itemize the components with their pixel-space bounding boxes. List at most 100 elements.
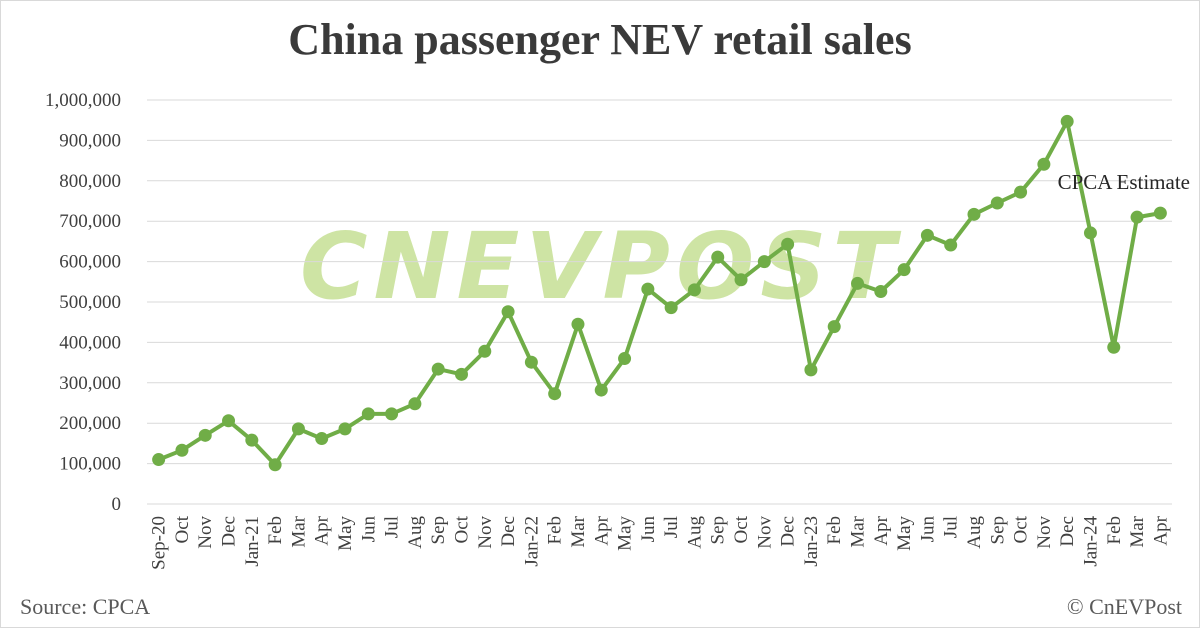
x-tick-label: Oct	[451, 515, 472, 543]
y-tick-label: 200,000	[59, 413, 121, 434]
data-point	[385, 407, 399, 421]
x-tick-label: Sep-20	[149, 516, 170, 570]
x-tick-label: Aug	[405, 516, 426, 549]
data-point	[152, 453, 166, 467]
x-tick-label: Mar	[288, 515, 309, 547]
gridlines	[147, 99, 1172, 505]
data-point	[571, 317, 585, 331]
data-point	[198, 428, 212, 442]
x-tick-label: Nov	[195, 516, 216, 549]
y-tick-label: 600,000	[59, 252, 121, 273]
x-tick-label: Apr	[591, 515, 612, 545]
data-point	[268, 458, 282, 472]
data-point	[454, 367, 468, 381]
x-tick-label: Mar	[568, 515, 589, 547]
x-tick-label: Sep	[708, 516, 729, 545]
x-tick-label: May	[894, 516, 915, 551]
data-point	[711, 250, 725, 264]
x-tick-label: Jun	[638, 516, 659, 543]
data-point	[1037, 157, 1051, 171]
x-tick-label: Oct	[172, 515, 193, 543]
x-tick-label: Oct	[1011, 515, 1032, 543]
data-point	[827, 320, 841, 334]
x-tick-label: Jun	[917, 516, 938, 543]
data-point	[618, 352, 632, 366]
data-points	[152, 114, 1167, 472]
x-tick-label: Apr	[871, 515, 892, 545]
x-tick-label: Feb	[824, 516, 845, 545]
x-tick-label: Jan-23	[801, 516, 822, 567]
data-point	[361, 407, 375, 421]
data-point	[338, 422, 352, 436]
x-tick-label: Nov	[1034, 516, 1055, 549]
data-point	[1130, 210, 1144, 224]
data-point	[920, 228, 934, 242]
y-tick-label: 0	[112, 494, 122, 515]
y-tick-label: 1,000,000	[45, 90, 121, 111]
x-tick-label: Dec	[498, 516, 519, 547]
data-point	[757, 255, 771, 269]
data-point	[548, 387, 562, 401]
data-point	[734, 273, 748, 287]
data-point	[664, 301, 678, 315]
cpca-estimate-annotation: CPCA Estimate	[1058, 170, 1190, 194]
y-tick-label: 700,000	[59, 211, 121, 232]
chart-title: China passenger NEV retail sales	[288, 15, 912, 64]
x-tick-label: Nov	[475, 516, 496, 549]
data-point	[222, 414, 236, 428]
x-tick-label: Feb	[265, 516, 286, 545]
x-tick-label: Apr	[1150, 515, 1171, 545]
data-point	[315, 432, 329, 446]
x-tick-label: Feb	[545, 516, 566, 545]
x-tick-label: Aug	[964, 516, 985, 549]
data-point	[431, 362, 445, 376]
data-point	[1107, 340, 1121, 354]
data-point	[501, 305, 515, 319]
x-tick-label: Sep	[428, 516, 449, 545]
x-tick-label: Dec	[778, 516, 799, 547]
data-point	[524, 355, 538, 369]
data-point	[967, 207, 981, 221]
data-point	[1153, 206, 1167, 220]
x-tick-label: May	[335, 516, 356, 551]
x-tick-label: Jul	[661, 516, 682, 538]
x-tick-label: May	[615, 516, 636, 551]
data-point	[990, 196, 1004, 210]
x-tick-label: Jan-22	[521, 516, 542, 567]
data-point	[408, 397, 422, 411]
y-tick-label: 300,000	[59, 373, 121, 394]
x-tick-label: Dec	[219, 516, 240, 547]
y-tick-label: 400,000	[59, 332, 121, 353]
data-point	[594, 383, 608, 397]
source-note: Source: CPCA	[20, 594, 151, 619]
y-tick-label: 800,000	[59, 171, 121, 192]
data-point	[478, 344, 492, 358]
data-point	[175, 443, 189, 457]
data-point	[944, 238, 958, 252]
x-tick-label: Jul	[382, 516, 403, 538]
x-tick-label: Sep	[987, 516, 1008, 545]
x-tick-label: Oct	[731, 515, 752, 543]
x-tick-label: Nov	[754, 516, 775, 549]
x-tick-label: Apr	[312, 515, 333, 545]
x-tick-label: Mar	[1127, 515, 1148, 547]
x-tick-label: Jan-24	[1080, 516, 1101, 567]
data-point	[687, 283, 701, 297]
data-point	[1083, 226, 1097, 240]
data-point	[851, 276, 865, 290]
x-tick-label: Jul	[941, 516, 962, 538]
x-tick-label: Jun	[358, 516, 379, 543]
x-tick-label: Mar	[848, 515, 869, 547]
data-point	[245, 433, 259, 447]
data-point	[874, 284, 888, 298]
data-point	[641, 282, 655, 296]
data-point	[1060, 114, 1074, 128]
data-point	[804, 363, 818, 377]
data-point	[1014, 185, 1028, 199]
y-tick-label: 500,000	[59, 292, 121, 313]
y-tick-label: 100,000	[59, 454, 121, 475]
y-axis-ticks: 0 100,000 200,000 300,000 400,000 500,000 600,…	[45, 90, 121, 515]
data-point	[781, 237, 795, 251]
y-tick-label: 900,000	[59, 130, 121, 151]
